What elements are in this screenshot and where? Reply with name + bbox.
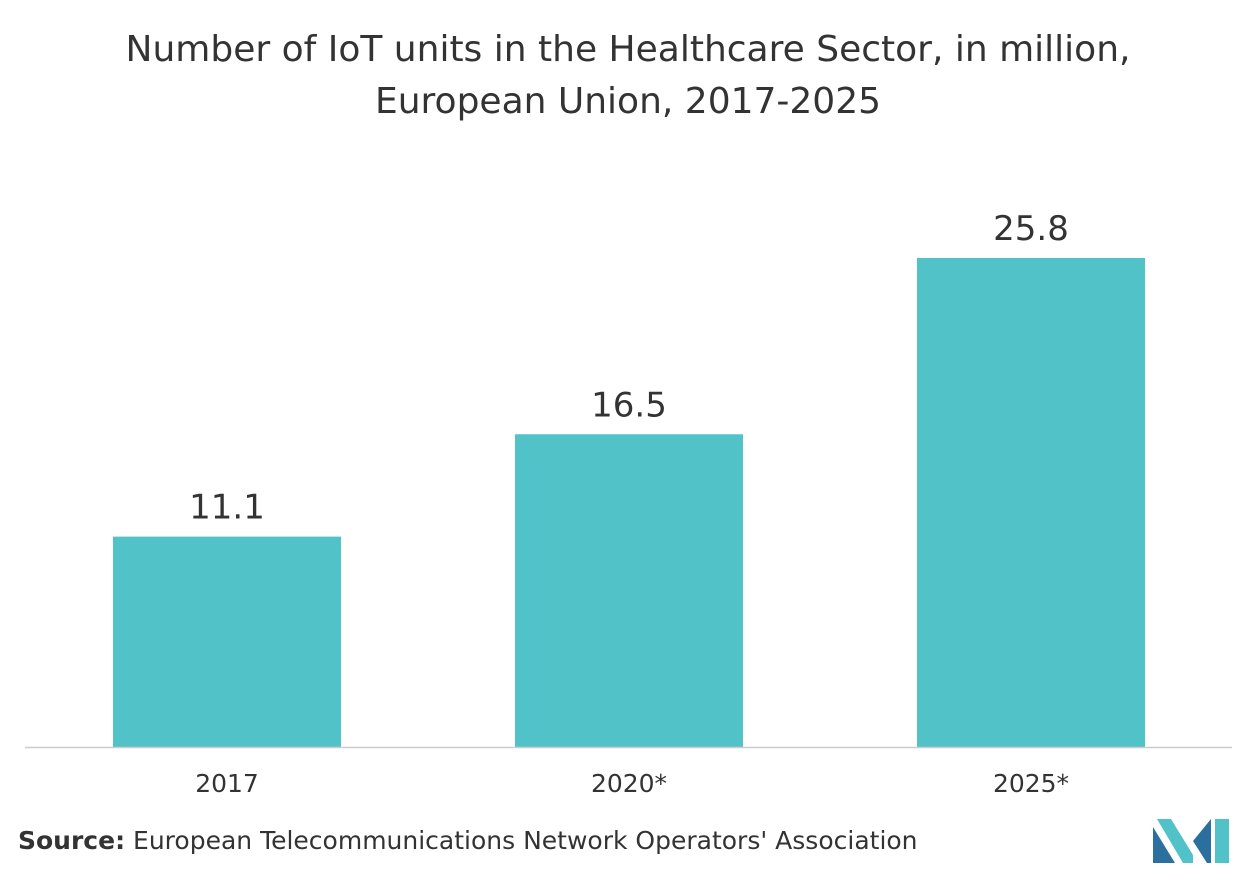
x-tick-label-2025: 2025* [993,769,1069,798]
x-tick-label-2017: 2017 [195,769,259,798]
logo-shape-1 [1153,827,1175,863]
source-label: Source: [18,826,126,855]
logo-shape-4 [1215,819,1229,863]
chart-title: Number of IoT units in the Healthcare Se… [0,24,1256,128]
bar-2020 [515,434,743,747]
bar-2017 [113,536,341,747]
value-label-2025: 25.8 [993,209,1069,249]
source-note: Source: European Telecommunications Netw… [18,826,918,855]
source-text: European Telecommunications Network Oper… [125,826,918,855]
logo-shape-3 [1193,819,1211,863]
chart-title-line-1: Number of IoT units in the Healthcare Se… [125,29,1131,70]
value-label-2017: 11.1 [189,488,265,528]
x-tick-label-2020: 2020* [591,769,667,798]
value-label-2020: 16.5 [591,385,667,425]
bar-2025 [917,258,1145,747]
company-logo [1153,819,1229,863]
chart-title-line-2: European Union, 2017-2025 [374,81,882,122]
logo-shape-2 [1157,819,1193,863]
